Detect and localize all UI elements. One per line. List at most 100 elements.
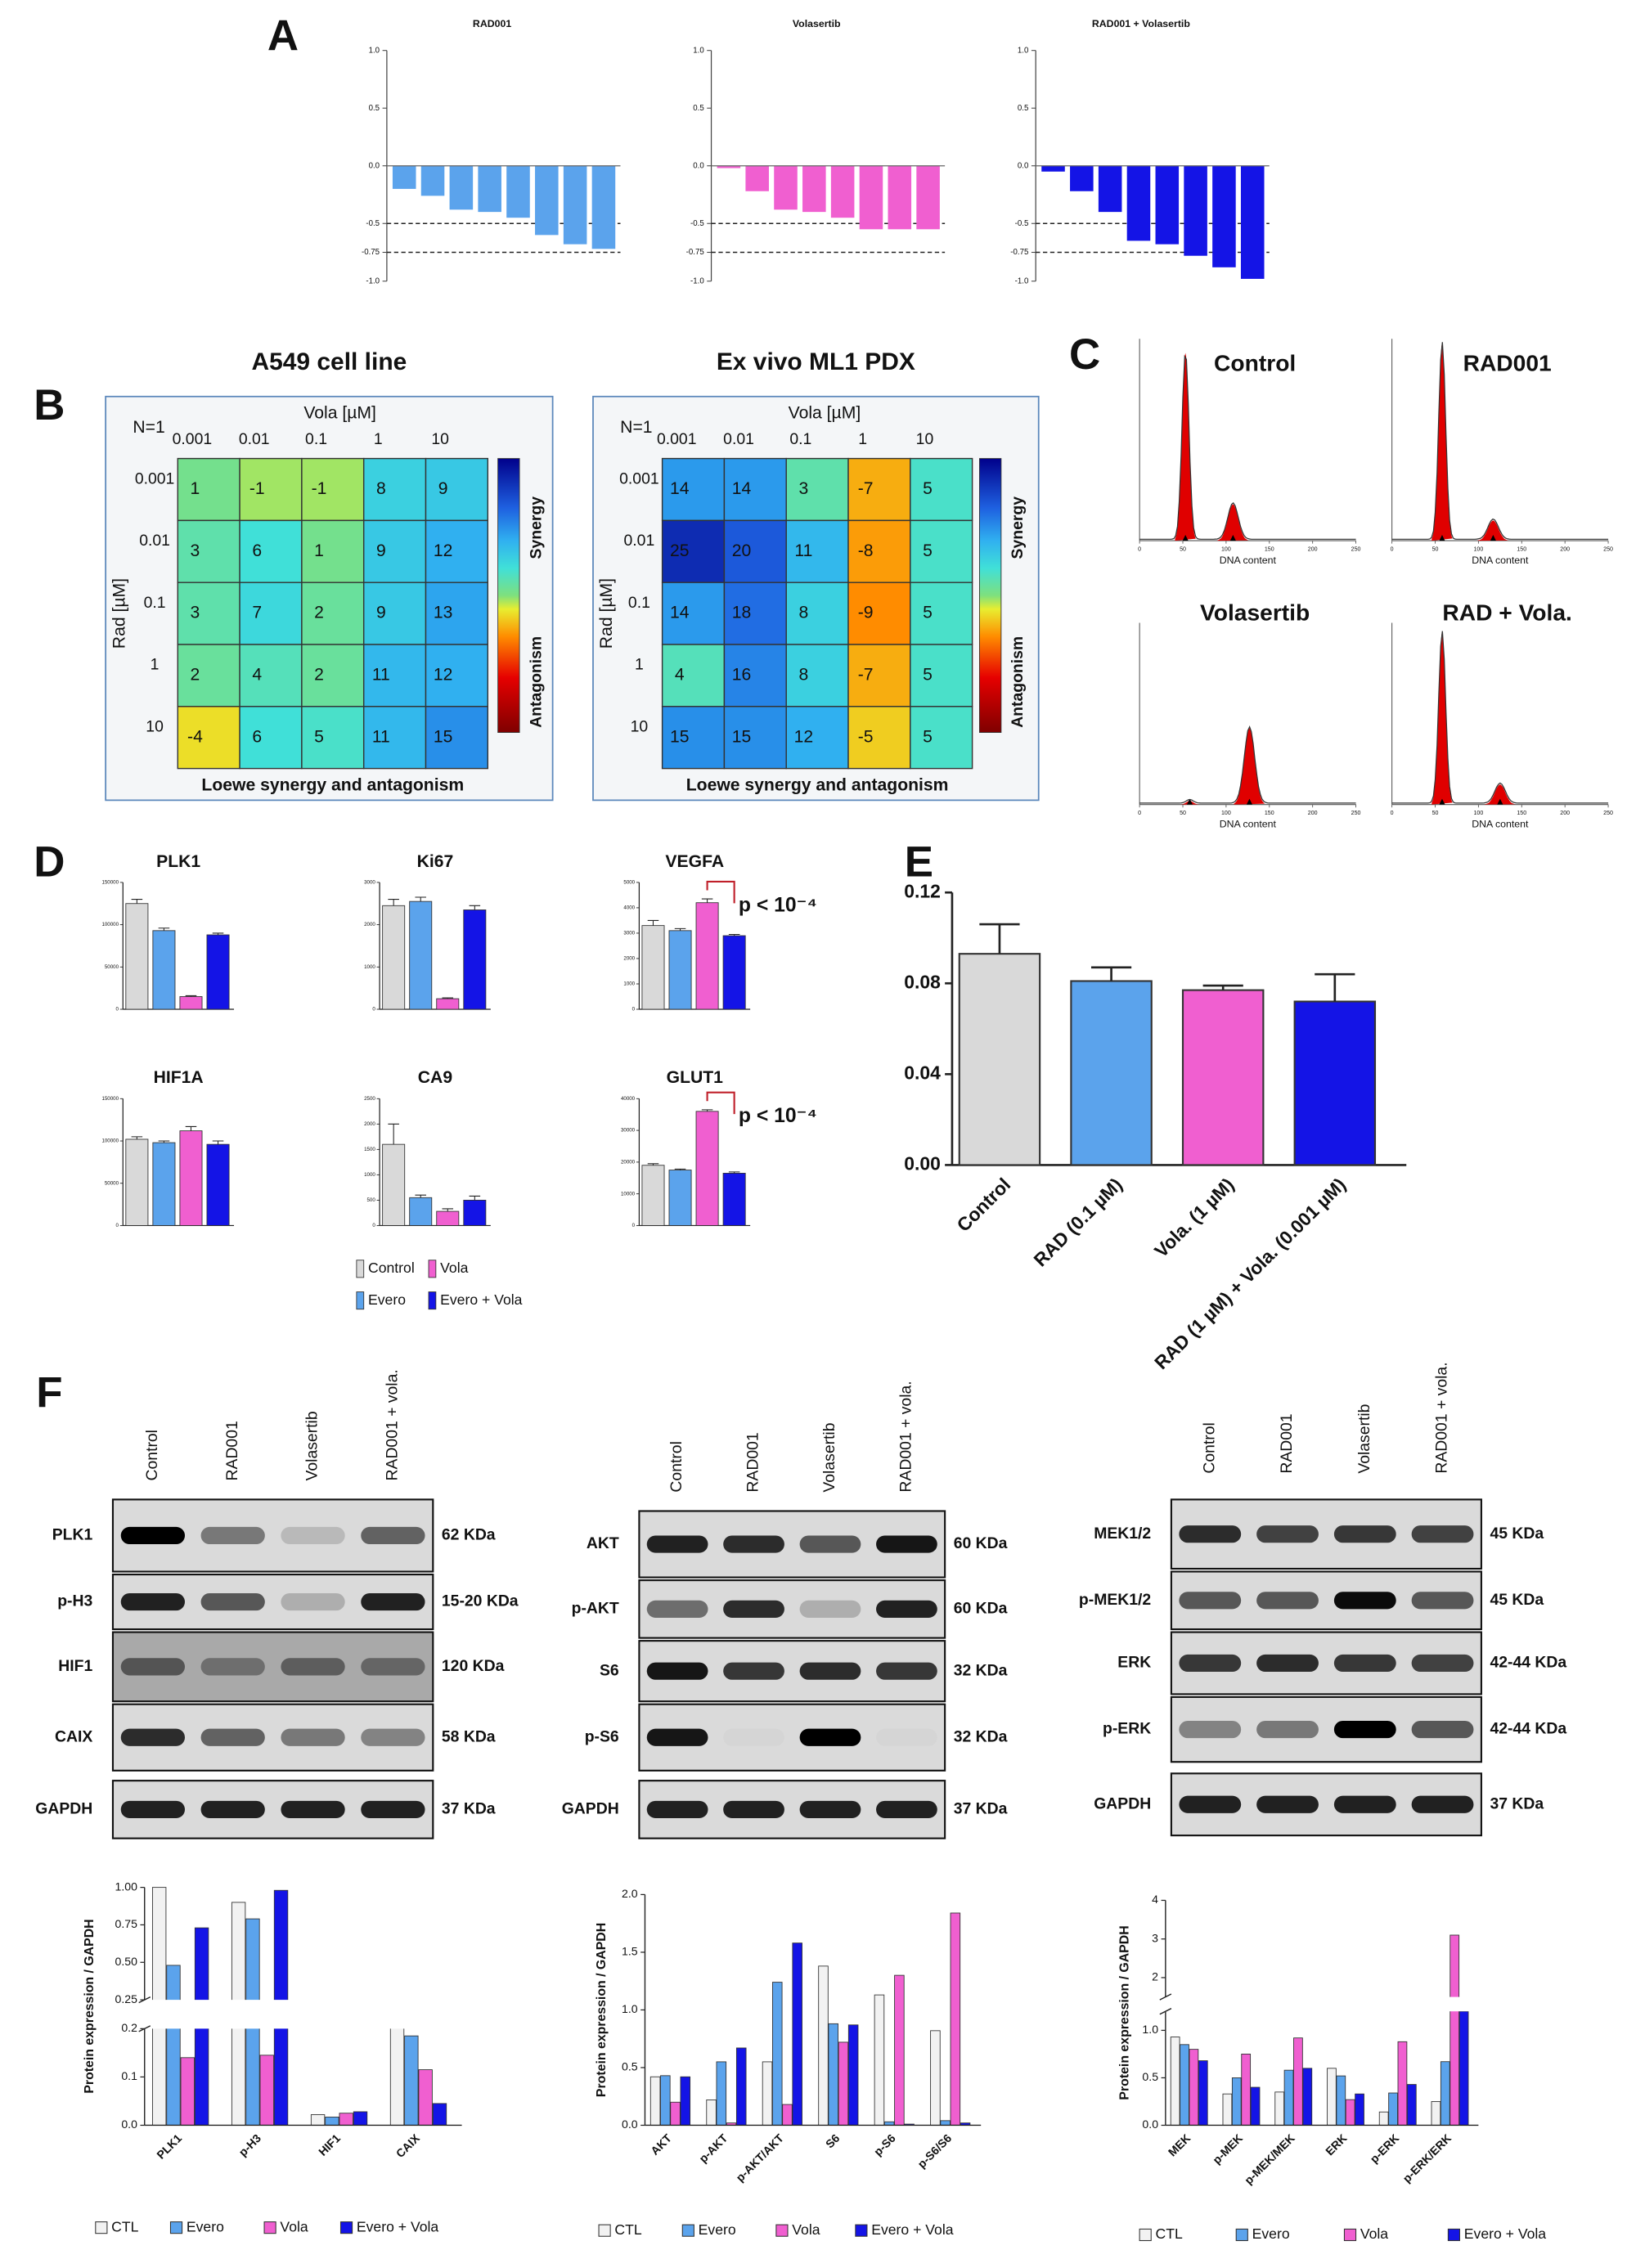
peak-marker	[1246, 798, 1252, 805]
bar	[1440, 2061, 1450, 2126]
peak-marker	[1439, 535, 1445, 541]
bar	[828, 2023, 838, 2126]
bar	[735, 2047, 747, 2126]
bar	[152, 930, 176, 1010]
blot-band	[120, 1800, 186, 1818]
bar	[660, 2075, 671, 2126]
heatmap-cell	[425, 706, 489, 770]
error-bar	[728, 933, 740, 936]
bar	[1302, 2068, 1313, 2126]
bar	[1126, 165, 1151, 241]
cell-value: 8	[798, 666, 808, 685]
bar	[838, 2041, 849, 2126]
blot-band	[1179, 1525, 1242, 1543]
cell-value: -1	[312, 479, 327, 498]
blot-band	[120, 1658, 186, 1676]
bar	[125, 1138, 149, 1226]
legend-swatch	[356, 1260, 365, 1278]
blot-band	[646, 1535, 708, 1553]
bar	[745, 165, 769, 191]
y-tick-label: -0.5	[690, 219, 704, 228]
heatmap-cell	[301, 519, 365, 583]
y-tick-label: 0	[632, 1223, 636, 1228]
blot-band	[799, 1600, 861, 1618]
lane-label: Control	[1200, 1422, 1218, 1473]
blot-band	[1256, 1720, 1319, 1739]
legend-label: Evero	[368, 1291, 406, 1308]
heatmap-cell	[910, 519, 973, 583]
legend-swatch	[169, 2221, 183, 2234]
bar	[1293, 1000, 1377, 1166]
blot-band	[1256, 1795, 1319, 1813]
bar	[535, 165, 559, 236]
peak-marker	[1439, 798, 1445, 805]
legend-label: Vola	[792, 2221, 820, 2238]
y-category-label: 1	[635, 656, 644, 674]
blot-band	[361, 1658, 425, 1676]
blot-size-label: 45 KDa	[1490, 1591, 1544, 1609]
bar	[1222, 2093, 1233, 2126]
x-tick-label: 100	[1474, 811, 1484, 816]
bar	[771, 1982, 783, 2126]
blot-band	[1179, 1654, 1242, 1673]
x-axis-label: DNA content	[1472, 819, 1529, 830]
blot-band	[646, 1728, 708, 1746]
blot-size-label: 60 KDa	[954, 1599, 1008, 1617]
cell-value: -9	[858, 604, 874, 622]
blot-band	[646, 1662, 708, 1680]
cell-value: 6	[252, 541, 262, 560]
heatmap-cell	[425, 644, 489, 707]
error-bar	[131, 899, 143, 904]
error-bar	[442, 997, 454, 999]
footer: Loewe synergy and antagonism	[201, 775, 464, 794]
x-tick-label: 250	[1351, 547, 1361, 553]
heatmap-cell	[910, 644, 973, 707]
blot-band	[1333, 1720, 1396, 1739]
cell-value: 9	[376, 604, 386, 622]
peak-marker	[1186, 798, 1193, 805]
bar	[1070, 165, 1094, 191]
y-tick-label: 1.0	[1142, 2023, 1158, 2036]
bar	[1212, 165, 1236, 267]
bar	[722, 1173, 746, 1226]
blot-band	[1256, 1654, 1319, 1673]
blot-size-label: 42-44 KDa	[1490, 1720, 1566, 1738]
cell-value: 4	[675, 666, 685, 685]
blot-band	[200, 1526, 265, 1545]
y-tick-label: 3000	[623, 931, 635, 936]
y-tick-label: 2000	[364, 922, 375, 927]
bar	[1250, 2086, 1261, 2126]
bar	[478, 165, 501, 213]
x-tick-label: 100	[1221, 811, 1231, 816]
lane-label: RAD001	[1278, 1413, 1296, 1473]
y-tick-label: 2000	[623, 956, 635, 962]
fit-curve	[1139, 725, 1356, 804]
y-tick-label: 0.0	[369, 161, 380, 170]
legend-label: Evero + Vola	[1464, 2225, 1547, 2242]
heatmap-cell	[177, 582, 240, 645]
x-tick-label: 250	[1603, 547, 1613, 553]
cell-value: -7	[858, 479, 874, 498]
chart-title: RAD001	[473, 18, 511, 29]
fit-curve	[1391, 631, 1609, 804]
legend-swatch	[428, 1291, 437, 1310]
heatmap-cell	[661, 519, 726, 583]
error-bar	[701, 1109, 713, 1112]
y-tick-label: 1000	[623, 981, 635, 987]
blot-band	[876, 1662, 937, 1680]
blot-size-label: 45 KDa	[1490, 1525, 1544, 1543]
panel-label: B	[34, 381, 65, 429]
x-category-label: 0.1	[305, 430, 327, 448]
bar	[1406, 2084, 1417, 2126]
legend-label: Vola	[280, 2218, 308, 2234]
bar	[1241, 2053, 1252, 2126]
legend-label: Vola	[440, 1260, 468, 1276]
y-tick-label: 0	[372, 1223, 375, 1228]
y-tick-label: 1000	[364, 1172, 375, 1178]
cell-value: 25	[670, 541, 690, 560]
bar	[894, 1974, 905, 2126]
error-bar	[674, 1168, 686, 1170]
heatmap-cell	[785, 644, 849, 707]
cell-value: 2	[314, 666, 324, 685]
panel-label: A	[267, 12, 299, 61]
